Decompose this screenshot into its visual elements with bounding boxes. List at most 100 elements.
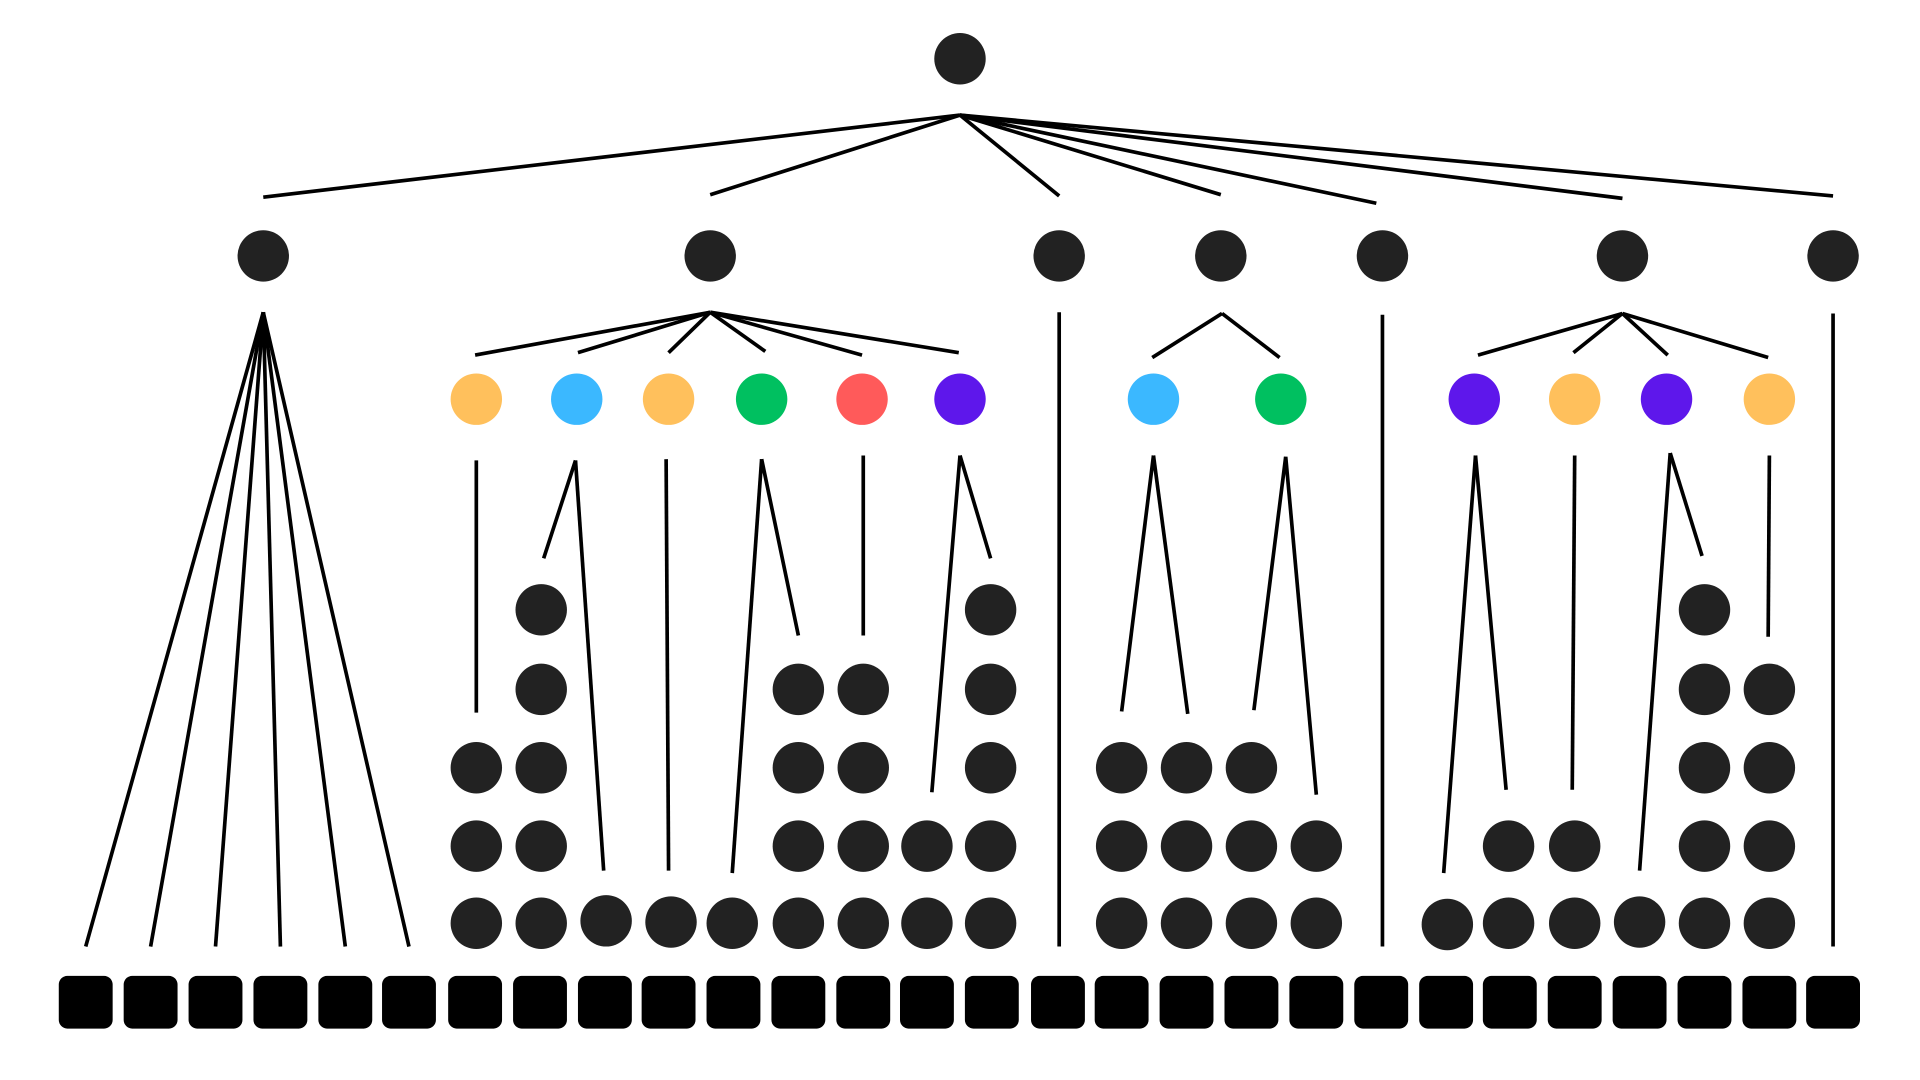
colored-node-blue [1127,373,1180,425]
colored-node-purple [1448,373,1500,425]
chain-node [1225,897,1278,949]
edge [83,311,266,948]
level1-node [1356,230,1409,282]
chain-node [772,742,825,794]
leaf-node [1094,975,1149,1029]
chain-node [1095,820,1148,872]
chain-node [772,897,825,949]
edge [1151,311,1224,360]
edge [730,459,764,874]
chain-node [772,820,825,872]
chain-node [515,663,567,716]
chain-node [515,897,567,949]
level1-node [237,230,289,282]
chain-node [1225,820,1278,872]
edge [261,312,348,947]
chain-node [706,897,758,949]
root-node [934,33,986,85]
chain-node [580,895,632,947]
chain-node [1290,820,1343,872]
edge [263,113,961,199]
edge [958,454,993,559]
edge [577,310,711,355]
leaf-node [1742,975,1797,1029]
edge [709,310,767,353]
chain-node [450,742,503,794]
colored-node-blue [551,373,603,425]
chain-node [1678,742,1731,794]
chain-node [964,820,1017,872]
edge [1283,456,1319,795]
colored-node-orange [1548,373,1601,425]
leaf-node [1677,975,1732,1029]
chain-node [1678,897,1731,949]
edge [261,312,283,947]
edge [1570,455,1577,790]
level1-node [684,230,736,282]
edge [1473,455,1508,790]
chain-node [645,896,697,948]
edge [958,113,1061,198]
edge [759,458,801,636]
chain-node [1160,897,1213,949]
edge [1119,455,1156,712]
chain-node [515,820,567,872]
leaf-node [1224,975,1279,1029]
edge [709,310,863,357]
chain-node [1160,742,1213,794]
chain-node [1290,897,1343,949]
leaf-node [382,975,436,1029]
edge [1477,311,1623,357]
edge [1252,456,1288,711]
chain-node [1743,742,1796,794]
leaf-node [771,975,826,1029]
colored-node-red [836,373,888,425]
leaf-node [1547,975,1602,1029]
edge [148,311,266,947]
chain-node [964,584,1017,636]
chain-node [1095,742,1148,794]
leaf-node [58,975,113,1029]
leaf-node [900,975,954,1029]
chain-node [964,742,1017,794]
edge [474,310,711,357]
chain-node [1678,584,1731,636]
leaf-node [448,975,503,1029]
leaf-node [1806,975,1860,1029]
edge [1766,455,1772,637]
edge [1621,312,1669,357]
edge [930,455,962,793]
leaf-node [1031,975,1085,1029]
leaf-node [577,975,632,1029]
level1-node [1195,230,1247,282]
leaf-node [1612,975,1667,1029]
leaf-node [1419,975,1474,1029]
chain-node [1160,820,1213,872]
edge [709,310,960,355]
colored-node-purple [934,373,986,425]
chain-node [1678,663,1731,716]
chain-node [450,897,503,949]
edge [664,459,671,871]
chain-node [901,897,953,949]
chain-node [1613,896,1666,948]
leaf-node [836,975,891,1029]
chain-node [964,897,1017,949]
chain-node [450,820,503,872]
chain-node [1678,820,1731,872]
chain-node [837,897,889,949]
edge [213,312,266,947]
chain-node [515,742,567,794]
leaf-node [253,975,308,1029]
colored-node-green [735,373,788,425]
colored-node-orange [1743,373,1796,425]
colored-node-orange [450,373,503,425]
chain-node [964,663,1017,716]
chain-node [901,820,953,872]
leaf-node [1159,975,1214,1029]
chain-node [1421,898,1474,951]
leaf-node [188,975,243,1029]
chain-node [1225,742,1278,794]
chain-node [772,663,825,716]
